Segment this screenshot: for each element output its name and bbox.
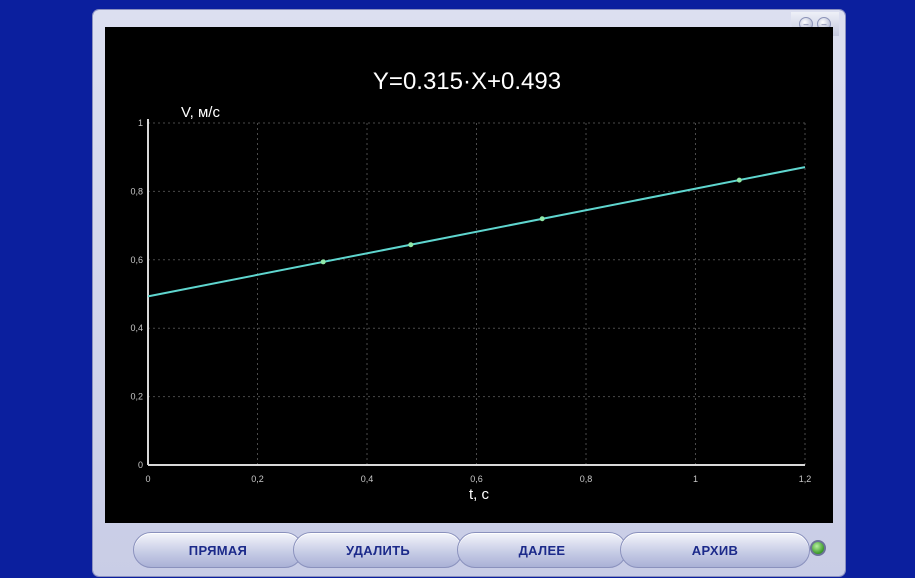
x-tick-label: 1 — [693, 474, 698, 484]
plot-area: 0 0,2 0,4 0,6 0,8 1 1,2 0 0,2 0,4 0,6 0,8 1 Y=0.315·… — [105, 27, 833, 523]
data-point — [408, 242, 414, 248]
delete-button[interactable]: УДАЛИТЬ — [293, 532, 463, 568]
x-tick-label: 1,2 — [799, 474, 812, 484]
fit-line — [147, 166, 806, 298]
next-button[interactable]: ДАЛЕЕ — [457, 532, 627, 568]
archive-button[interactable]: АРХИВ — [620, 532, 810, 568]
y-tick-label: 0,6 — [130, 255, 143, 265]
chart: 0 0,2 0,4 0,6 0,8 1 1,2 0 0,2 0,4 0,6 0,8 1 Y=0.315·… — [130, 68, 811, 503]
x-tick-label: 0,2 — [251, 474, 264, 484]
archive-button-label: АРХИВ — [691, 542, 739, 558]
y-tick-label: 0 — [138, 460, 143, 470]
data-point — [320, 259, 326, 265]
y-tick-label: 1 — [138, 118, 143, 128]
data-point — [736, 177, 742, 183]
tick-labels: 0 0,2 0,4 0,6 0,8 1 1,2 0 0,2 0,4 0,6 0,8 1 — [130, 118, 811, 484]
x-tick-label: 0 — [145, 474, 150, 484]
status-led-icon — [810, 540, 826, 556]
grid — [148, 122, 806, 465]
axes — [147, 119, 805, 466]
x-axis-label: t, c — [469, 486, 490, 503]
line-button[interactable]: ПРЯМАЯ — [133, 532, 303, 568]
x-tick-label: 0,8 — [580, 474, 593, 484]
y-axis-label: V, м/с — [181, 104, 220, 121]
y-tick-label: 0,4 — [130, 323, 143, 333]
x-tick-label: 0,6 — [470, 474, 483, 484]
y-tick-label: 0,2 — [130, 392, 143, 402]
y-tick-label: 0,8 — [130, 186, 143, 196]
data-point — [539, 216, 545, 222]
x-tick-label: 0,4 — [361, 474, 374, 484]
button-bar: ПРЯМАЯ УДАЛИТЬ ДАЛЕЕ АРХИВ — [100, 528, 840, 572]
series — [147, 166, 806, 298]
chart-title: Y=0.315·X+0.493 — [373, 68, 561, 95]
